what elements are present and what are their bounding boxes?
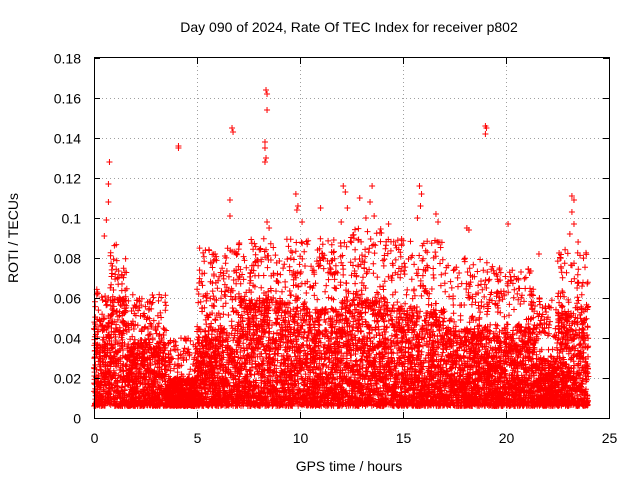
outlier-point <box>418 191 425 197</box>
outlier-point <box>261 159 268 165</box>
y-axis-label: ROTI / TECUs <box>5 193 21 283</box>
outlier-point <box>570 197 577 203</box>
outlier-point <box>483 125 490 131</box>
y-tick-label: 0.12 <box>54 171 81 187</box>
x-axis-label: GPS time / hours <box>296 458 403 474</box>
y-tick-label: 0.02 <box>54 371 81 387</box>
outlier-point <box>263 155 270 161</box>
outlier-point <box>105 181 112 187</box>
outlier-point <box>385 221 392 227</box>
y-tick-label: 0.04 <box>54 331 81 347</box>
y-tick-label: 0.1 <box>62 211 82 227</box>
outlier-point <box>575 239 582 245</box>
y-tick-label: 0.08 <box>54 251 81 267</box>
outlier-point <box>416 183 423 189</box>
outlier-point <box>432 211 439 217</box>
outlier-point <box>261 145 268 151</box>
outlier-point <box>568 209 575 215</box>
outlier-point <box>338 219 345 225</box>
x-tick-label: 25 <box>602 430 618 446</box>
outlier-point <box>417 203 424 209</box>
point-cloud <box>91 225 592 409</box>
outlier-point <box>101 233 108 239</box>
y-axis-ticks: 0 0.02 0.04 0.06 0.08 0.1 0.12 0.14 0.16 0.18 <box>54 51 609 427</box>
outlier-point <box>568 193 575 199</box>
outlier-point <box>103 217 110 223</box>
y-tick-label: 0.18 <box>54 51 81 67</box>
outlier-point <box>505 221 512 227</box>
outlier-point <box>344 205 351 211</box>
y-tick-label: 0.14 <box>54 131 81 147</box>
x-tick-label: 0 <box>91 430 99 446</box>
outlier-point <box>482 131 489 137</box>
x-tick-label: 20 <box>499 430 515 446</box>
outlier-point <box>356 195 363 201</box>
plot-frame <box>94 57 610 419</box>
y-tick-label: 0 <box>73 411 81 427</box>
outlier-point <box>264 91 271 97</box>
outlier-point <box>294 203 301 209</box>
outlier-point <box>435 219 442 225</box>
outlier-point <box>371 213 378 219</box>
x-tick-label: 5 <box>194 430 202 446</box>
data-points <box>91 87 592 409</box>
outlier-point <box>264 219 271 225</box>
outlier-point <box>229 125 236 131</box>
outlier-point <box>264 107 271 113</box>
outlier-point <box>226 197 233 203</box>
y-tick-label: 0.06 <box>54 291 81 307</box>
outlier-point <box>369 183 376 189</box>
outlier-point <box>261 139 268 145</box>
outlier-point <box>414 215 421 221</box>
outlier-point <box>105 199 112 205</box>
outlier-point <box>106 159 113 165</box>
outlier-point <box>293 207 300 213</box>
outlier-point <box>362 215 369 221</box>
outlier-point <box>175 145 182 151</box>
x-tick-label: 10 <box>293 430 309 446</box>
outlier-point <box>535 251 542 257</box>
outlier-point <box>299 219 306 225</box>
outlier-point <box>317 205 324 211</box>
outlier-point <box>367 199 374 205</box>
outlier-point <box>340 183 347 189</box>
outlier-point <box>465 227 472 233</box>
outlier-point <box>230 129 237 135</box>
outlier-point <box>292 191 299 197</box>
outlier-point <box>226 213 233 219</box>
outlier-point <box>342 189 349 195</box>
outlier-point <box>263 87 270 93</box>
outlier-point <box>570 221 577 227</box>
y-tick-label: 0.16 <box>54 91 81 107</box>
outlier-point <box>266 225 273 231</box>
x-tick-label: 15 <box>396 430 412 446</box>
outlier-point <box>566 231 573 237</box>
x-axis-ticks: 0 5 10 15 20 25 <box>91 58 618 446</box>
chart-title: Day 090 of 2024, Rate Of TEC Index for r… <box>180 19 518 35</box>
